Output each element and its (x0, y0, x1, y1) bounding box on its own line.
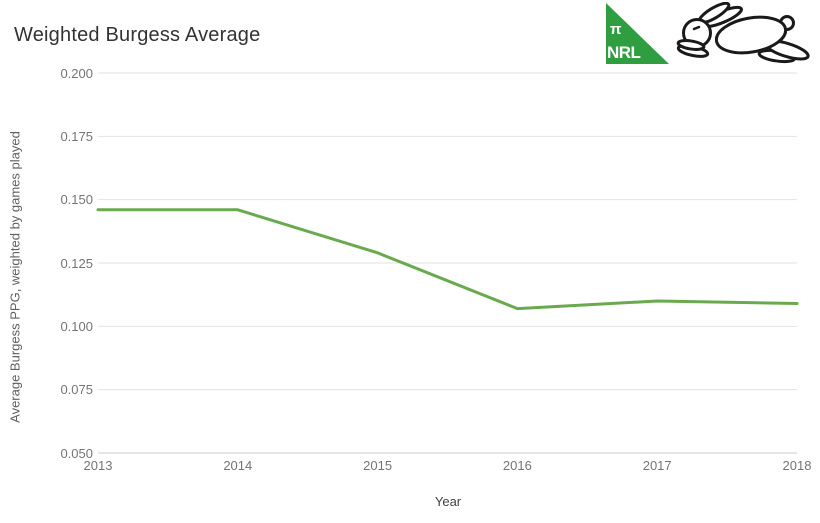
y-axis-title: Average Burgess PPG, weighted by games p… (7, 131, 23, 423)
gridlines (98, 72, 797, 454)
chart-title: Weighted Burgess Average (14, 24, 261, 46)
x-tick-label: 2015 (363, 458, 393, 473)
rabbitohs-rabbit-icon (676, 2, 810, 64)
x-tick-label: 2014 (223, 458, 253, 473)
y-tick-label: 0.075 (60, 382, 93, 398)
pi-symbol: π (610, 21, 622, 38)
rabbit-eye (692, 25, 701, 31)
y-tick-label: 0.100 (60, 318, 93, 334)
x-axis-title: Year (434, 494, 462, 509)
pi-nrl-triangle (606, 3, 669, 64)
y-tick-label: 0.125 (60, 255, 93, 271)
y-tick-label: 0.050 (60, 445, 93, 461)
y-tick-label: 0.175 (60, 128, 93, 144)
line-series (96, 208, 799, 311)
series-line (96, 208, 799, 311)
x-tick-label: 2016 (502, 458, 532, 473)
x-tick-label: 2017 (642, 458, 672, 473)
y-tick-label: 0.150 (60, 192, 93, 208)
pi-nrl-logo: π NRL (606, 3, 669, 64)
x-tick-label: 2018 (782, 458, 812, 473)
nrl-label: NRL (607, 43, 641, 62)
logo-group: π NRL (606, 2, 818, 68)
y-tick-label: 0.200 (60, 65, 93, 81)
x-tick-label: 2013 (83, 458, 113, 473)
